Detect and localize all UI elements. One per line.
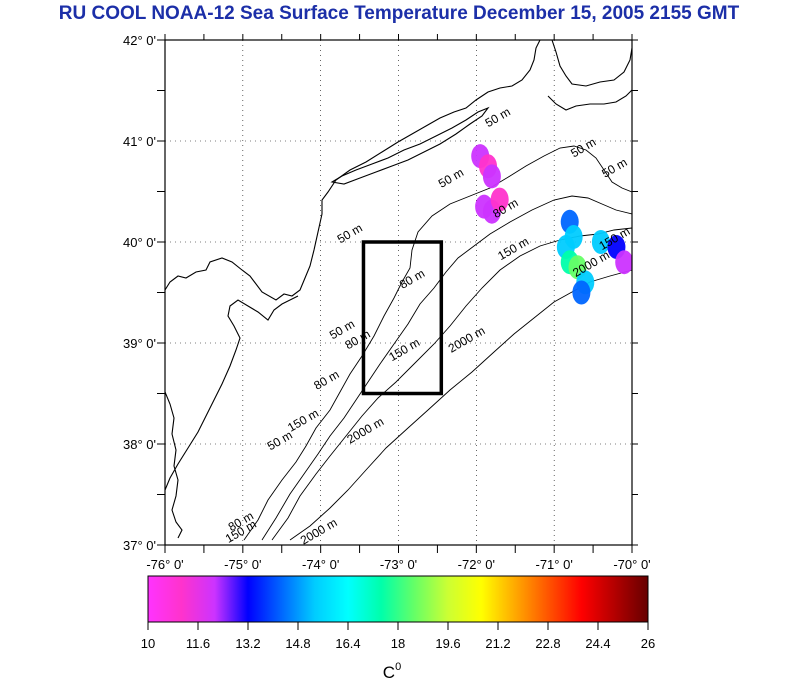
colorbar-tick-label: 18 <box>391 636 405 651</box>
delmarva-coast <box>165 295 299 491</box>
sst-patches <box>471 144 632 305</box>
lon-tick-label: -75° 0' <box>224 557 261 572</box>
colorbar-tick-label: 13.2 <box>235 636 260 651</box>
colorbar-unit-label: C0 <box>383 661 401 680</box>
lat-tick-label: 41° 0' <box>123 134 156 149</box>
colorbar-tick-label: 11.6 <box>186 636 210 651</box>
depth-label: 150 m <box>285 406 321 435</box>
lat-tick-label: 42° 0' <box>123 33 156 48</box>
lat-tick-label: 39° 0' <box>123 336 156 351</box>
depth-label: 150 m <box>495 234 531 263</box>
lon-tick-label: -71° 0' <box>536 557 573 572</box>
sst-patch <box>490 187 509 212</box>
colorbar-tick-label: 24.4 <box>585 636 610 651</box>
sst-patch <box>482 164 501 189</box>
depth-labels: 50 m50 m50 m50 m50 m50 m50 m80 m80 m80 m… <box>223 105 632 547</box>
sst-patch <box>615 250 632 275</box>
depth-label: 2000 m <box>345 414 387 446</box>
map-title: RU COOL NOAA-12 Sea Surface Temperature … <box>58 3 740 24</box>
colorbar-tick-label: 16.4 <box>335 636 360 651</box>
lat-tick-label: 38° 0' <box>123 437 156 452</box>
depth-label: 2000 m <box>446 323 488 355</box>
depth-label: 150 m <box>386 335 422 364</box>
colorbar-tick-label: 21.2 <box>485 636 510 651</box>
cape-cod-shore <box>547 89 632 111</box>
sst-patch <box>572 280 591 305</box>
lat-lon-grid <box>165 40 632 545</box>
lat-tick-label: 37° 0' <box>123 538 156 553</box>
study-area-box <box>361 240 444 396</box>
colorbar-tick-label: 19.6 <box>435 636 460 651</box>
chesapeake-shore <box>165 391 183 539</box>
lon-tick-label: -70° 0' <box>613 557 650 572</box>
map-axes: -76° 0' -75° 0' -74° 0' -73° 0' -72° 0' -71° … <box>123 33 651 572</box>
lat-tick-label: 40° 0' <box>123 235 156 250</box>
depth-label: 50 m <box>436 165 466 190</box>
contour-80m <box>261 195 632 541</box>
colorbar-tick-label: 14.8 <box>285 636 310 651</box>
colorbar-tick-label: 10 <box>141 636 155 651</box>
colorbar-ticks: 10 11.6 13.2 14.8 16.4 18 19.6 21.2 22.8 24.4 26 <box>141 622 655 651</box>
depth-label: 80 m <box>397 266 427 291</box>
lon-tick-label: -74° 0' <box>302 557 339 572</box>
contour-2000m <box>289 269 632 541</box>
sst-patch <box>591 230 610 254</box>
long-island-shore <box>330 106 490 185</box>
coastline <box>165 40 632 301</box>
colorbar-tick-label: 26 <box>641 636 655 651</box>
depth-label: 50 m <box>335 221 365 246</box>
depth-label: 80 m <box>311 367 341 392</box>
colorbar <box>147 575 649 623</box>
lon-tick-label: -72° 0' <box>458 557 495 572</box>
colorbar-tick-label: 22.8 <box>535 636 560 651</box>
contour-50m <box>243 145 632 541</box>
depth-label: 50 m <box>599 155 629 180</box>
lon-tick-label: -76° 0' <box>146 557 183 572</box>
depth-label: 2000 m <box>298 515 340 547</box>
lon-tick-label: -73° 0' <box>380 557 417 572</box>
